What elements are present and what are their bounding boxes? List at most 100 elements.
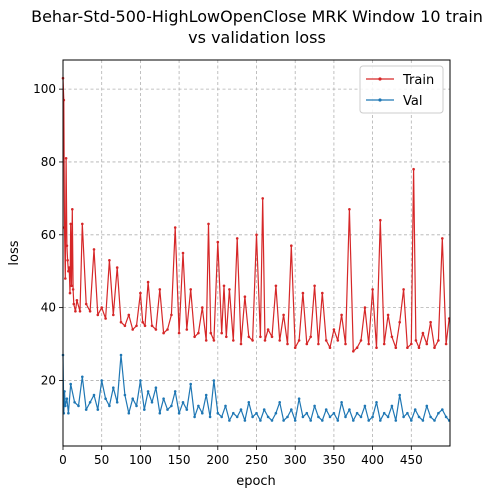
data-point-val [65, 397, 69, 401]
data-point-val [286, 415, 289, 419]
data-point-train [108, 259, 111, 262]
data-point-train [321, 291, 324, 295]
data-point-train [66, 259, 69, 262]
data-point-val [259, 419, 262, 422]
data-point-train [64, 277, 67, 280]
data-point-train [209, 331, 213, 335]
data-point-val [266, 415, 270, 419]
data-point-val [274, 411, 278, 415]
data-point-val [104, 397, 107, 401]
data-point-val [278, 401, 282, 404]
data-point-train [406, 346, 409, 350]
data-point-train [243, 295, 247, 299]
series-layer [61, 76, 451, 422]
data-point-train [84, 302, 88, 306]
data-point-train [286, 342, 289, 346]
data-point-train [328, 346, 332, 350]
data-point-val [417, 415, 421, 419]
data-point-train [197, 331, 200, 335]
data-point-train [402, 288, 405, 291]
data-point-train [141, 320, 144, 324]
data-point-val [255, 411, 258, 415]
data-point-train [263, 339, 267, 342]
data-point-val [382, 411, 386, 415]
x-tick-label: 350 [322, 453, 345, 467]
data-point-val [429, 415, 432, 419]
data-point-val [123, 393, 127, 397]
data-point-val [108, 404, 111, 408]
data-point-val [386, 415, 390, 419]
data-point-val [235, 415, 239, 419]
data-point-train [216, 240, 220, 244]
data-point-val [208, 415, 212, 419]
data-point-val [317, 415, 320, 419]
data-point-val [67, 411, 70, 415]
data-point-val [193, 415, 196, 419]
data-point-val [100, 379, 103, 382]
data-point-train [139, 291, 142, 295]
data-point-train [421, 331, 425, 335]
data-point-train [379, 218, 382, 222]
data-point-train [398, 320, 402, 324]
data-point-train [220, 331, 223, 335]
data-point-val [84, 408, 88, 411]
data-point-train [417, 346, 421, 350]
data-point-train [425, 342, 429, 346]
data-point-train [123, 324, 127, 328]
x-axis-label: epoch [236, 474, 276, 489]
y-tick-label: 60 [41, 228, 56, 242]
data-point-train [75, 299, 79, 302]
data-point-train [173, 226, 177, 229]
data-point-train [235, 237, 239, 240]
data-point-val [112, 386, 115, 390]
data-point-val [204, 393, 208, 397]
data-point-val [413, 408, 417, 411]
data-point-val [270, 419, 274, 422]
data-point-train [127, 313, 131, 317]
data-point-val [363, 404, 367, 408]
data-point-train [185, 328, 189, 331]
data-point-train [412, 167, 415, 171]
data-point-train [324, 339, 328, 342]
data-point-val [433, 419, 436, 422]
data-point-val [150, 401, 154, 404]
data-point-train [150, 324, 154, 328]
data-point-train [64, 157, 68, 160]
data-point-train [382, 342, 386, 346]
data-point-train [441, 237, 444, 240]
data-point-val [166, 408, 169, 411]
data-point-train [170, 313, 173, 317]
data-point-train [71, 208, 74, 211]
data-point-val [324, 408, 328, 411]
x-tick-label: 450 [400, 453, 423, 467]
data-point-train [81, 222, 84, 226]
y-tick-label: 20 [41, 373, 56, 387]
data-point-train [433, 346, 436, 350]
data-point-train [270, 335, 274, 339]
data-point-val [154, 386, 158, 390]
data-point-val [127, 411, 131, 415]
data-point-val [313, 404, 316, 408]
data-point-train [274, 284, 278, 288]
data-point-val [344, 415, 347, 419]
data-point-train [70, 284, 73, 288]
data-point-train [371, 288, 374, 291]
data-point-train [261, 197, 265, 200]
data-point-val [228, 419, 231, 422]
data-point-val [293, 419, 297, 422]
data-point-train [71, 288, 75, 291]
data-point-train [68, 291, 72, 295]
data-point-train [301, 291, 305, 295]
data-point-train [394, 346, 398, 350]
data-point-val [63, 390, 66, 393]
data-point-val [394, 419, 398, 422]
data-point-val [88, 401, 92, 404]
data-point-val [367, 419, 371, 422]
x-tick-label: 50 [94, 453, 109, 467]
data-point-train [189, 288, 192, 291]
data-point-train [332, 328, 336, 331]
data-point-val [282, 419, 285, 422]
data-point-val [119, 353, 123, 357]
data-point-val [371, 415, 374, 419]
